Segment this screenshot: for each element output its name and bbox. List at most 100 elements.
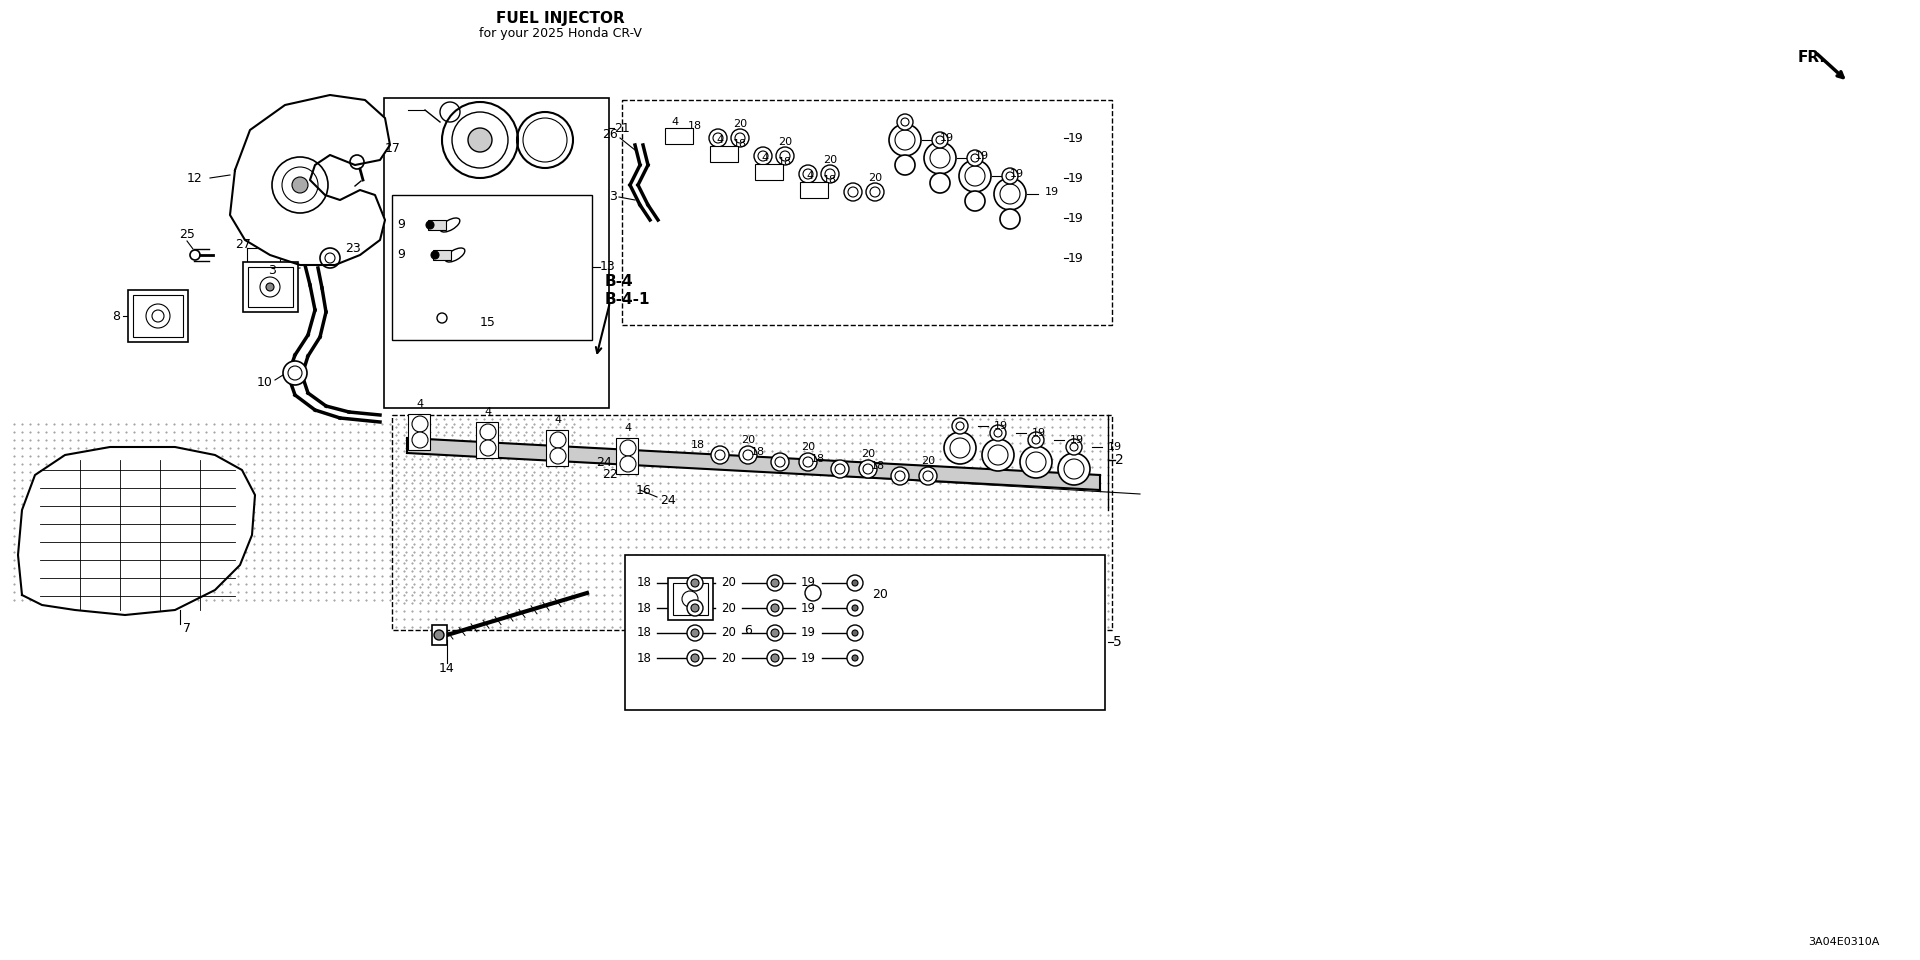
- Circle shape: [434, 630, 444, 640]
- Circle shape: [931, 132, 948, 148]
- Text: 13: 13: [599, 260, 616, 274]
- Bar: [248, 267, 294, 307]
- Text: 19: 19: [995, 421, 1008, 431]
- Text: 9: 9: [397, 249, 405, 261]
- Circle shape: [430, 251, 440, 259]
- Circle shape: [442, 102, 518, 178]
- Circle shape: [772, 453, 789, 471]
- Circle shape: [710, 446, 730, 464]
- Text: 18: 18: [637, 577, 653, 589]
- Text: 20: 20: [733, 119, 747, 129]
- Text: 19: 19: [1068, 132, 1083, 145]
- Text: 4: 4: [806, 171, 814, 181]
- Text: FUEL INJECTOR: FUEL INJECTOR: [495, 11, 624, 26]
- Text: 18: 18: [810, 454, 826, 464]
- Circle shape: [822, 165, 839, 183]
- Circle shape: [852, 630, 858, 636]
- Polygon shape: [407, 438, 1100, 490]
- Circle shape: [1027, 432, 1044, 448]
- Circle shape: [958, 160, 991, 192]
- Circle shape: [620, 440, 636, 456]
- Text: 20: 20: [778, 137, 793, 147]
- Text: 18: 18: [824, 175, 837, 185]
- Circle shape: [847, 625, 862, 641]
- Text: 9: 9: [397, 219, 405, 231]
- Text: 20: 20: [722, 627, 735, 639]
- Bar: [476, 422, 497, 458]
- Circle shape: [620, 456, 636, 472]
- Circle shape: [772, 579, 780, 587]
- Circle shape: [966, 191, 985, 211]
- Text: 20: 20: [868, 173, 881, 183]
- Text: 19: 19: [941, 133, 954, 143]
- Text: 3: 3: [269, 263, 276, 276]
- Circle shape: [866, 183, 883, 201]
- Circle shape: [691, 654, 699, 662]
- Text: 4: 4: [716, 135, 724, 145]
- Text: 3A04E0310A: 3A04E0310A: [1809, 937, 1880, 947]
- Bar: [626, 555, 1106, 710]
- Text: 4: 4: [555, 415, 561, 425]
- Circle shape: [480, 440, 495, 456]
- Circle shape: [766, 650, 783, 666]
- Text: 3: 3: [609, 190, 616, 204]
- Bar: [244, 262, 298, 312]
- Text: 16: 16: [636, 484, 651, 496]
- Circle shape: [687, 625, 703, 641]
- Circle shape: [847, 650, 862, 666]
- Circle shape: [413, 432, 428, 448]
- Text: 19: 19: [1068, 172, 1083, 184]
- Circle shape: [766, 575, 783, 591]
- Text: 26: 26: [603, 129, 618, 141]
- Circle shape: [691, 629, 699, 637]
- Circle shape: [924, 142, 956, 174]
- Circle shape: [845, 183, 862, 201]
- Circle shape: [852, 605, 858, 611]
- Text: 18: 18: [778, 157, 791, 167]
- Text: 4: 4: [624, 423, 632, 433]
- Circle shape: [799, 453, 818, 471]
- Bar: [407, 414, 430, 450]
- Bar: [384, 98, 609, 408]
- Circle shape: [920, 467, 937, 485]
- Bar: [428, 220, 445, 230]
- Circle shape: [480, 424, 495, 440]
- Text: 4: 4: [417, 399, 424, 409]
- Text: 19: 19: [1068, 211, 1083, 225]
- Bar: [664, 128, 693, 144]
- Text: 19: 19: [1068, 252, 1083, 265]
- Circle shape: [708, 129, 728, 147]
- Circle shape: [282, 361, 307, 385]
- Circle shape: [852, 655, 858, 661]
- Text: 18: 18: [637, 627, 653, 639]
- Circle shape: [772, 629, 780, 637]
- Circle shape: [468, 128, 492, 152]
- Circle shape: [891, 467, 908, 485]
- Circle shape: [1002, 168, 1018, 184]
- Circle shape: [897, 114, 914, 130]
- Text: 20: 20: [872, 588, 887, 602]
- Text: 15: 15: [480, 317, 495, 329]
- Circle shape: [1020, 446, 1052, 478]
- Text: 25: 25: [179, 228, 196, 242]
- Polygon shape: [17, 447, 255, 615]
- Text: 18: 18: [637, 652, 653, 664]
- Bar: [129, 290, 188, 342]
- Text: 20: 20: [722, 652, 735, 664]
- Text: 20: 20: [922, 456, 935, 466]
- Circle shape: [691, 604, 699, 612]
- Text: 19: 19: [1069, 435, 1085, 445]
- Text: 19: 19: [801, 652, 816, 664]
- Circle shape: [766, 625, 783, 641]
- Text: 19: 19: [801, 627, 816, 639]
- Bar: [392, 415, 1112, 630]
- Circle shape: [799, 165, 818, 183]
- Text: 18: 18: [691, 440, 705, 450]
- Text: 19: 19: [1010, 169, 1023, 179]
- Text: 19: 19: [801, 577, 816, 589]
- Circle shape: [267, 283, 275, 291]
- Text: 20: 20: [860, 449, 876, 459]
- Bar: [674, 583, 708, 615]
- Circle shape: [1058, 453, 1091, 485]
- Circle shape: [292, 177, 307, 193]
